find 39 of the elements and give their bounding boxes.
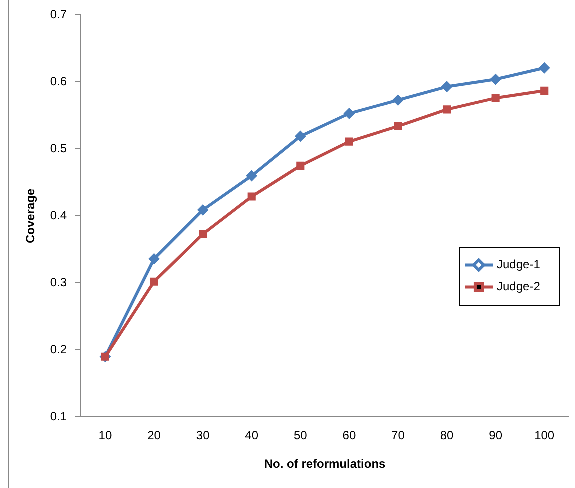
x-tick-label: 60 (342, 428, 356, 443)
point (148, 254, 160, 265)
y-tick-label: 0.6 (50, 74, 68, 89)
point (296, 162, 305, 170)
point (246, 170, 258, 182)
y-tick-label: 0.5 (50, 142, 68, 156)
x-tick-label: 40 (245, 428, 259, 443)
x-tick-label: 30 (196, 428, 210, 443)
point (295, 130, 306, 142)
point (344, 108, 355, 120)
x-tick-label: 90 (489, 428, 503, 443)
y-tick-label: 0.7 (50, 8, 68, 22)
y-tick-label: 0.2 (50, 342, 68, 357)
y-axis-title: Coverage (24, 188, 38, 244)
x-tick-label: 50 (294, 428, 308, 443)
legend-label: Judge-2 (497, 280, 541, 294)
x-tick-label: 80 (440, 428, 454, 443)
point (442, 106, 452, 114)
point (490, 74, 502, 86)
x-tick-label: 20 (148, 428, 162, 443)
x-tick-label: 10 (98, 428, 112, 443)
point (392, 94, 404, 106)
x-tick-label: 70 (392, 428, 406, 443)
y-tick-label: 0.3 (50, 276, 68, 290)
point (345, 138, 354, 146)
x-tick-label: 100 (534, 428, 555, 443)
x-axis-title: No. of reformulations (264, 457, 386, 472)
legend-label: Judge-1 (497, 258, 541, 272)
point (540, 86, 549, 95)
point (394, 122, 402, 130)
point (198, 204, 209, 216)
point (199, 230, 208, 238)
point (248, 192, 256, 201)
y-tick-label: 0.1 (50, 410, 68, 424)
y-tick-label: 0.4 (50, 208, 68, 223)
point (492, 94, 500, 102)
point (539, 62, 550, 74)
point (442, 81, 453, 92)
point (150, 278, 158, 286)
